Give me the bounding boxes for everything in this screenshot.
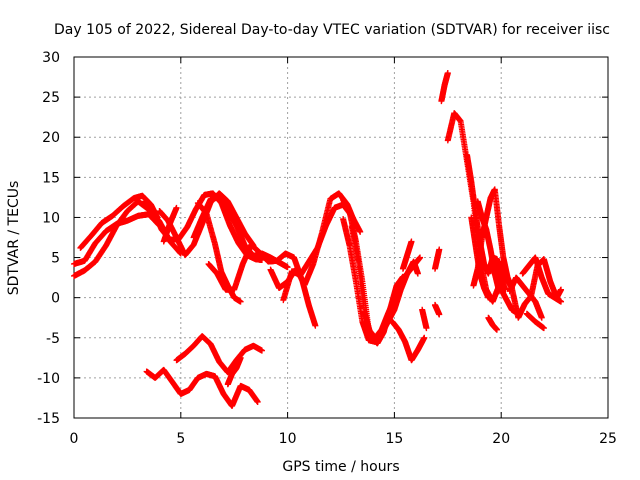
data-point [357,228,364,235]
x-tick-label: 10 [279,431,297,447]
series-arc-20 [438,70,451,105]
x-tick-labels: 0 5 10 15 20 25 [70,431,617,447]
data-points [71,70,565,409]
y-tick-label: -15 [37,411,60,427]
series-arc-19 [431,246,443,272]
x-tick-label: 25 [599,431,617,447]
data-point [312,322,319,329]
series-arc-5 [156,190,257,259]
y-tick-label: -10 [37,371,60,387]
y-tick-label: 20 [42,130,60,146]
y-tick-label: -5 [46,331,60,347]
series-arc-13 [340,196,421,341]
y-tick-label: 10 [42,210,60,226]
y-tick-label: 5 [51,251,60,267]
series-arc-9 [205,241,319,329]
series-arc-26 [485,314,500,333]
x-tick-label: 20 [492,431,510,447]
y-tick-label: 15 [42,170,60,186]
series-arc-17 [419,306,430,332]
x-tick-label: 15 [385,431,403,447]
chart-title: Day 105 of 2022, Sidereal Day-to-day VTE… [54,22,610,38]
grid-lines [74,57,608,418]
data-point [284,264,291,271]
y-tick-labels: 30 25 20 15 10 5 0 -5 -10 -15 [37,50,60,427]
data-point [173,204,180,211]
series-arc-2 [71,211,163,267]
y-tick-label: 25 [42,90,60,106]
x-tick-label: 5 [176,431,185,447]
series-arc-15 [389,318,428,364]
series-arc-18 [431,301,443,318]
y-tick-label: 30 [42,50,60,66]
x-tick-label: 0 [70,431,79,447]
data-point [237,298,244,305]
plot-frame [73,56,609,419]
series-arc-6 [160,204,180,245]
y-tick-label: 0 [51,291,60,307]
series-arc-11 [280,201,364,304]
axis-ticks [73,56,609,419]
